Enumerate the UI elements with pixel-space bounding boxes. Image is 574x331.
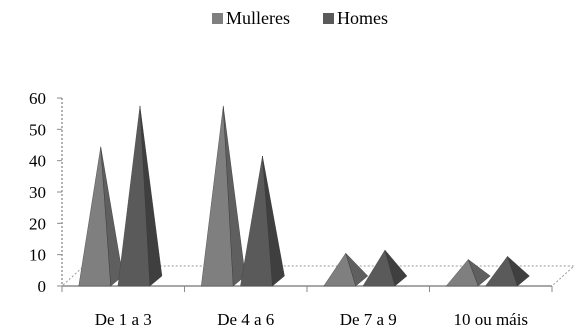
pyramid-mulleres-4	[445, 258, 491, 287]
x-axis: De 1 a 3 De 4 a 6 De 7 a 9 10 ou máis	[61, 286, 553, 329]
pyramid-homes-3	[362, 249, 408, 287]
pyramid-mulleres-2	[201, 105, 246, 287]
legend-swatch-homes	[323, 13, 334, 24]
x-category-label: De 4 a 6	[217, 310, 274, 329]
pyramid-mulleres-3	[323, 252, 369, 287]
pyramid-side-face	[345, 253, 369, 287]
pyramid-side-face	[507, 255, 530, 287]
y-tick-label: 40	[29, 152, 46, 171]
pyramid-marks	[78, 105, 530, 287]
y-tick-label: 0	[38, 277, 47, 296]
x-category-label: De 1 a 3	[95, 310, 152, 329]
legend-label-mulleres: Mulleres	[226, 8, 290, 28]
y-tick-label: 20	[29, 214, 46, 233]
x-category-label: 10 ou máis	[453, 310, 528, 329]
pyramid-side-face	[139, 105, 163, 287]
pyramid-homes-2	[240, 156, 285, 287]
y-tick-label: 10	[29, 246, 46, 265]
pyramid-side-face	[467, 258, 491, 287]
pyramid-side-face	[262, 156, 285, 287]
pyramid-side-face	[100, 146, 123, 287]
pyramid-side-face	[223, 105, 246, 287]
floor-plane	[60, 265, 574, 287]
pyramid-mulleres-1	[78, 146, 123, 287]
pyramid-side-face	[384, 249, 408, 287]
y-axis: 0 10 20 30 40 50 60	[29, 89, 63, 296]
pyramid-homes-1	[117, 105, 163, 287]
pyramid-homes-4	[485, 255, 530, 287]
x-category-label: De 7 a 9	[340, 310, 397, 329]
y-tick-label: 30	[29, 183, 46, 202]
legend-swatch-mulleres	[212, 13, 223, 24]
y-tick-label: 50	[29, 120, 46, 139]
y-tick-label: 60	[29, 89, 46, 108]
legend-label-homes: Homes	[337, 8, 388, 28]
legend: Mulleres Homes	[212, 8, 388, 28]
